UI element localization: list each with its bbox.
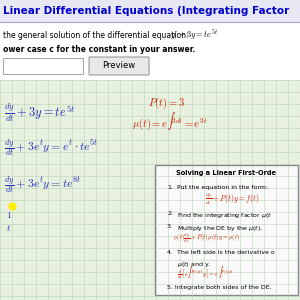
- Bar: [155, 165, 298, 295]
- Text: $y' + 3y = te^{5t}$: $y' + 3y = te^{5t}$: [170, 28, 218, 42]
- Text: Linear Differential Equations (Integrating Factor: Linear Differential Equations (Integrati…: [3, 6, 289, 16]
- Bar: [0, 22, 300, 80]
- Text: Preview: Preview: [102, 61, 136, 70]
- Text: ower case c for the constant in your answer.: ower case c for the constant in your ans…: [3, 46, 195, 55]
- Text: $\mu(t)$ and y.: $\mu(t)$ and y.: [177, 260, 211, 269]
- Text: 2.: 2.: [167, 211, 173, 216]
- Text: $\frac{d}{dt}\left[e^{\int P(t)dt}y\right] = e^{\int P(t)dt}$: $\frac{d}{dt}\left[e^{\int P(t)dt}y\righ…: [177, 265, 234, 281]
- Text: $\frac{dy}{dt} + 3e^{t}y = e^{t}\cdot te^{5t}$: $\frac{dy}{dt} + 3e^{t}y = e^{t}\cdot te…: [4, 137, 99, 158]
- Bar: [0, 80, 300, 300]
- Text: $\frac{dy}{dt} + 3e^{t}y = te^{8t}$: $\frac{dy}{dt} + 3e^{t}y = te^{8t}$: [4, 175, 81, 196]
- Text: $\mu(t) = e^{\int 3dt} = e^{3t}$: $\mu(t) = e^{\int 3dt} = e^{3t}$: [132, 111, 208, 133]
- Text: 5. Integrate both sides of the DE.: 5. Integrate both sides of the DE.: [167, 285, 272, 290]
- Text: $P(t) = 3$: $P(t) = 3$: [148, 95, 185, 111]
- FancyBboxPatch shape: [89, 57, 149, 75]
- Text: Solving a Linear First-Orde: Solving a Linear First-Orde: [176, 170, 277, 176]
- Text: Find the integrating factor $\mu(t$: Find the integrating factor $\mu(t$: [177, 211, 272, 220]
- Text: $t$: $t$: [6, 223, 11, 233]
- Bar: [3, 58, 83, 74]
- Text: $\frac{dy}{dt} + 3y = te^{5t}$: $\frac{dy}{dt} + 3y = te^{5t}$: [4, 102, 76, 124]
- Bar: [0, 0, 300, 22]
- Text: 3.: 3.: [167, 224, 173, 229]
- Text: 4.: 4.: [167, 250, 173, 255]
- Text: the general solution of the differential equation:: the general solution of the differential…: [3, 31, 193, 40]
- Text: The left side is the derivative o: The left side is the derivative o: [177, 250, 275, 255]
- Text: $\frac{dy}{dt} + P(t)y = f(t)$: $\frac{dy}{dt} + P(t)y = f(t)$: [205, 191, 260, 207]
- Text: Put the equation in the form:: Put the equation in the form:: [177, 185, 268, 190]
- Text: 1.: 1.: [167, 185, 173, 190]
- Text: Multiply the DE by the $\mu(t)$.: Multiply the DE by the $\mu(t)$.: [177, 224, 263, 233]
- Text: $\mu(t)\frac{dy}{dt} + P(t)\mu(t)y = \mu(t)$: $\mu(t)\frac{dy}{dt} + P(t)\mu(t)y = \mu…: [173, 231, 240, 245]
- Text: $1$: $1$: [6, 210, 12, 220]
